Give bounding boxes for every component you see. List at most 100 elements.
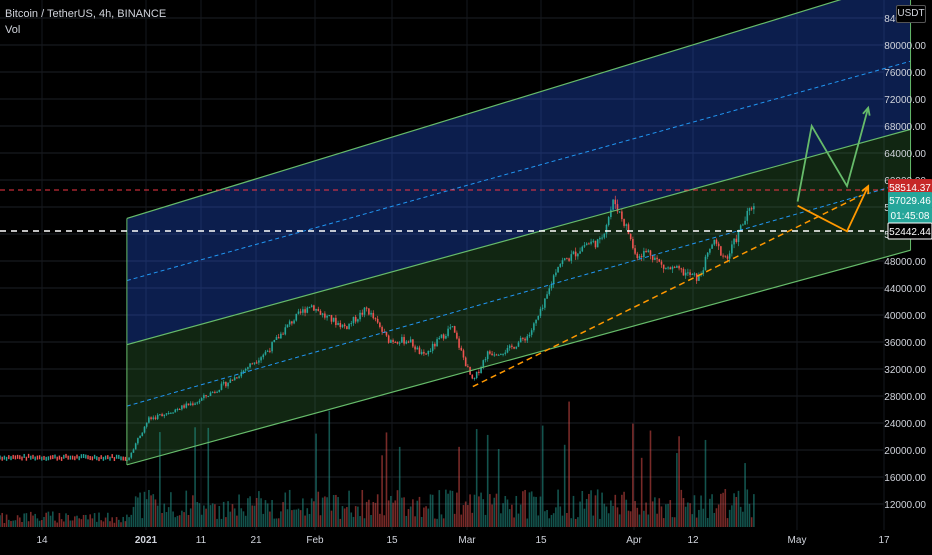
- candle-body: [161, 414, 163, 417]
- volume-bar: [178, 515, 181, 527]
- candle-body: [374, 318, 377, 320]
- volume-bar: [581, 491, 584, 527]
- volume-bar: [614, 494, 617, 527]
- volume-bar: [330, 510, 333, 527]
- volume-bar: [170, 492, 172, 527]
- volume-bar: [249, 496, 251, 527]
- volume-bar: [229, 511, 232, 527]
- symbol-title[interactable]: Bitcoin / TetherUS, 4h, BINANCE: [5, 8, 167, 20]
- volume-bar: [632, 423, 634, 527]
- candle-body: [244, 368, 247, 371]
- candle-body: [511, 345, 513, 347]
- candle-body: [174, 409, 177, 413]
- volume-bar: [87, 519, 89, 527]
- volume-bar: [183, 512, 185, 527]
- candle-body: [673, 266, 676, 268]
- volume-bar: [163, 503, 166, 527]
- orange-projection-arrow: [797, 185, 869, 233]
- candle-body: [227, 382, 229, 387]
- candle-body: [352, 316, 355, 324]
- candle-body: [365, 307, 368, 309]
- candle-body: [249, 363, 251, 368]
- volume-bar: [350, 512, 353, 527]
- volume-bar: [634, 501, 636, 527]
- volume-bar: [247, 498, 249, 527]
- volume-bar: [724, 489, 727, 527]
- volume-bar: [682, 498, 685, 527]
- volume-bar: [43, 516, 45, 527]
- volume-bar: [335, 494, 337, 527]
- volume-bar: [203, 505, 205, 527]
- volume-bar: [522, 491, 524, 527]
- candle-body: [154, 417, 157, 419]
- volume-bar: [85, 514, 87, 527]
- candle-body: [434, 343, 436, 347]
- volume-bar: [277, 518, 280, 527]
- candle-body: [194, 403, 196, 405]
- volume-bar: [34, 513, 36, 527]
- volume-bar: [618, 514, 621, 527]
- volume-bar: [3, 522, 6, 527]
- candle-body: [517, 342, 520, 347]
- candle-body: [744, 220, 746, 225]
- volume-bar: [506, 499, 509, 527]
- candle-body: [698, 275, 700, 281]
- y-tick-label: 24000.00: [884, 419, 926, 430]
- volume-bar: [706, 517, 709, 527]
- candle-body: [412, 339, 414, 347]
- currency-button[interactable]: USDT: [896, 5, 926, 23]
- volume-bar: [742, 511, 744, 527]
- candle-body: [266, 350, 269, 352]
- candle-body: [319, 310, 322, 315]
- candle-body: [445, 335, 447, 339]
- upper-channel-band: [126, 0, 911, 345]
- candle-body: [242, 370, 245, 373]
- volume-indicator-label[interactable]: Vol: [5, 24, 21, 36]
- candle-body: [222, 382, 225, 384]
- volume-bar: [673, 517, 676, 527]
- volume-bar: [196, 501, 199, 527]
- candle-body: [141, 432, 144, 436]
- candle-body: [187, 403, 190, 406]
- volume-bar: [30, 511, 32, 527]
- volume-bar: [339, 518, 342, 527]
- drawing-lines: [0, 0, 912, 466]
- volume-bar: [390, 495, 392, 527]
- candle-body: [341, 324, 344, 328]
- candle-body: [176, 408, 179, 410]
- volume-bar: [291, 510, 293, 527]
- candle-body: [550, 284, 553, 289]
- volume-bar: [447, 493, 449, 527]
- candle-body: [665, 267, 667, 269]
- volume-bar: [596, 489, 599, 527]
- volume-bar: [36, 518, 39, 527]
- candle-body: [491, 353, 493, 356]
- candle-body: [304, 309, 306, 313]
- candle-body: [185, 403, 188, 408]
- candle-body: [159, 414, 161, 416]
- candle-body: [251, 363, 254, 365]
- volume-bar: [726, 518, 729, 527]
- candle-body: [731, 244, 733, 254]
- candle-body: [473, 378, 476, 380]
- candle-body: [456, 332, 458, 339]
- candle-body: [676, 266, 678, 268]
- volume-bar: [282, 502, 284, 527]
- candle-body: [277, 337, 280, 339]
- volume-bar: [585, 498, 588, 527]
- volume-bar: [722, 492, 724, 527]
- lower-channel-band: [126, 129, 911, 465]
- volume-bar: [359, 516, 361, 527]
- volume-bar: [82, 514, 85, 527]
- volume-bar: [306, 508, 309, 527]
- candle-body: [438, 337, 441, 340]
- lower-mid-dashed-line: [126, 180, 911, 407]
- volume-bar: [678, 436, 680, 527]
- candle-body: [315, 308, 317, 311]
- candle-body: [513, 346, 515, 349]
- volume-bar: [310, 498, 313, 527]
- candle-body: [669, 267, 672, 270]
- volume-bar: [671, 517, 674, 527]
